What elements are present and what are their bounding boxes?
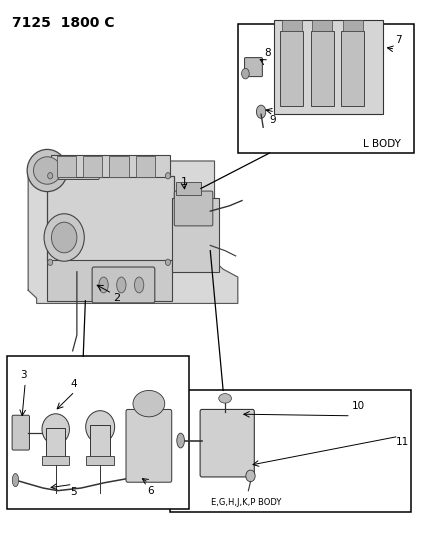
Bar <box>282 20 302 31</box>
Bar <box>274 20 383 114</box>
Ellipse shape <box>117 277 126 293</box>
Bar <box>47 176 174 261</box>
FancyBboxPatch shape <box>245 58 263 77</box>
Bar <box>42 456 69 465</box>
Ellipse shape <box>27 149 67 191</box>
Ellipse shape <box>48 173 53 179</box>
FancyBboxPatch shape <box>174 191 213 226</box>
Ellipse shape <box>219 393 231 403</box>
Bar <box>83 156 102 177</box>
Ellipse shape <box>133 391 165 417</box>
Ellipse shape <box>12 473 18 487</box>
Text: 7: 7 <box>396 35 402 45</box>
Ellipse shape <box>242 68 249 79</box>
FancyBboxPatch shape <box>126 409 172 482</box>
Text: 9: 9 <box>269 115 276 125</box>
Text: 11: 11 <box>396 437 410 447</box>
Bar <box>90 425 110 459</box>
Bar <box>46 428 65 460</box>
Text: 2: 2 <box>114 293 121 303</box>
FancyBboxPatch shape <box>200 409 254 477</box>
Text: 6: 6 <box>147 486 154 496</box>
Ellipse shape <box>246 470 255 482</box>
Text: 7125  1800 C: 7125 1800 C <box>12 16 115 30</box>
Bar <box>280 31 303 106</box>
Ellipse shape <box>51 222 77 253</box>
Text: 8: 8 <box>264 48 271 58</box>
Bar <box>343 20 363 31</box>
FancyBboxPatch shape <box>46 161 100 180</box>
Ellipse shape <box>42 414 69 445</box>
Ellipse shape <box>33 157 61 184</box>
Ellipse shape <box>44 214 84 261</box>
Ellipse shape <box>99 277 108 293</box>
Bar <box>51 155 170 177</box>
Text: 5: 5 <box>71 487 77 497</box>
Ellipse shape <box>134 277 144 293</box>
Text: 1: 1 <box>181 177 187 187</box>
Bar <box>238 24 414 153</box>
Text: L BODY: L BODY <box>363 139 401 149</box>
Bar <box>47 260 172 301</box>
Polygon shape <box>28 161 238 303</box>
Ellipse shape <box>166 259 170 265</box>
Bar <box>109 156 129 177</box>
FancyBboxPatch shape <box>12 415 30 450</box>
Ellipse shape <box>257 105 266 118</box>
Bar <box>57 156 76 177</box>
Bar <box>175 182 201 195</box>
Bar <box>7 356 189 509</box>
Text: 10: 10 <box>352 401 365 411</box>
Ellipse shape <box>86 411 115 443</box>
Bar <box>341 31 364 106</box>
Text: 4: 4 <box>71 378 77 389</box>
Bar <box>136 156 155 177</box>
Ellipse shape <box>166 173 170 179</box>
Bar <box>312 20 332 31</box>
Text: 3: 3 <box>20 369 27 379</box>
Ellipse shape <box>48 259 53 265</box>
FancyBboxPatch shape <box>92 267 155 303</box>
Bar <box>172 198 219 272</box>
Ellipse shape <box>177 433 184 448</box>
Bar <box>170 391 411 512</box>
Text: E,G,H,J,K,P BODY: E,G,H,J,K,P BODY <box>211 498 281 507</box>
Bar <box>311 31 334 106</box>
Bar <box>86 456 114 465</box>
